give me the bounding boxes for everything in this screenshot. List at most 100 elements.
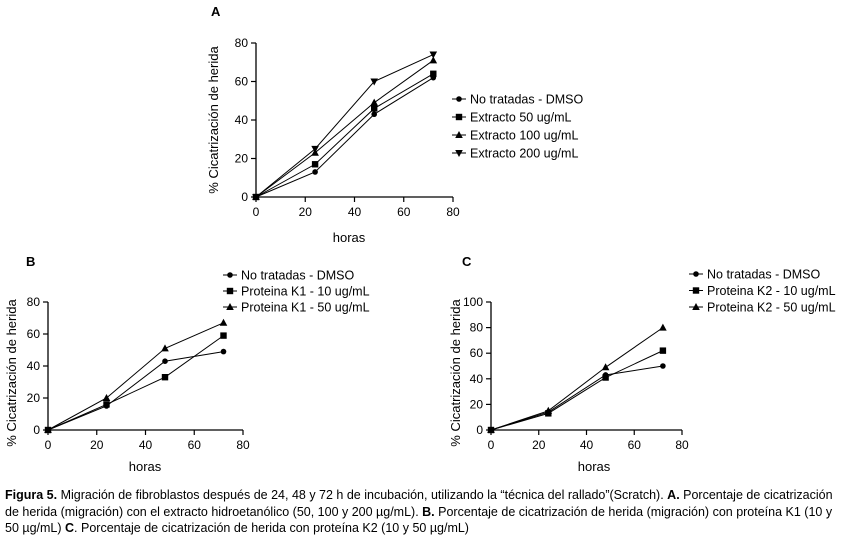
data-point (371, 111, 378, 118)
data-point (659, 323, 667, 331)
x-tick-label: 40 (580, 438, 594, 452)
y-tick-label: 40 (470, 372, 484, 386)
y-tick-label: 20 (235, 152, 249, 166)
caption-bold-segment: A. (667, 488, 680, 502)
legend-label: No tratadas - DMSO (707, 268, 821, 282)
legend-label: No tratadas - DMSO (241, 269, 355, 283)
y-tick-label: 40 (235, 113, 249, 127)
y-tick-label: 80 (235, 36, 249, 50)
legend: No tratadas - DMSO Proteina K2 - 10 ug/mL… (689, 268, 836, 315)
y-tick-label: 80 (470, 321, 484, 335)
legend-marker (455, 150, 463, 157)
x-tick-label: 40 (348, 205, 362, 219)
data-point (370, 98, 378, 106)
data-point (311, 145, 319, 153)
series-2 (252, 70, 437, 201)
caption-text-segment: Porcentaje de cicatrización de herida (m… (5, 504, 833, 536)
legend-marker (456, 96, 462, 102)
y-tick-label: 20 (27, 391, 41, 405)
legend-label: Extracto 100 ug/mL (470, 129, 578, 143)
data-point (601, 363, 610, 371)
series-line (490, 327, 664, 431)
legend-label: Extracto 200 ug/mL (470, 147, 578, 161)
legend-marker (693, 271, 699, 277)
legend-marker (226, 303, 234, 310)
data-point (102, 394, 111, 401)
series-line (47, 322, 224, 431)
x-tick-label: 80 (675, 438, 689, 452)
series-line (255, 59, 434, 198)
panel-letter-b: B (26, 254, 35, 269)
data-point (430, 70, 437, 77)
x-axis-title: horas (129, 459, 162, 474)
y-tick-label: 80 (27, 295, 41, 309)
y-tick-label: 40 (27, 359, 41, 373)
x-tick-label: 60 (188, 438, 202, 452)
data-point (659, 347, 667, 354)
x-tick-label: 0 (45, 438, 52, 452)
y-axis-title: % Cicatrización de herida (206, 46, 221, 194)
x-tick-label: 0 (253, 205, 260, 219)
series-3 (487, 323, 667, 433)
data-point (370, 78, 378, 86)
y-tick-label: 60 (470, 346, 484, 360)
x-tick-label: 60 (397, 205, 411, 219)
data-point (161, 374, 169, 381)
series-2 (44, 332, 227, 434)
legend-label: Proteina K2 - 10 ug/mL (707, 284, 836, 298)
data-point (162, 358, 168, 365)
data-point (312, 169, 318, 175)
x-tick-label: 80 (446, 205, 460, 219)
series-3 (252, 56, 438, 200)
legend: No tratadas - DMSO Extracto 50 ug/mL Extra… (452, 93, 584, 161)
data-point (429, 51, 438, 59)
legend-label: Proteina K1 - 10 ug/mL (241, 285, 370, 299)
caption-bold-segment: Figura 5. (5, 488, 58, 502)
x-tick-label: 60 (628, 438, 642, 452)
x-tick-label: 80 (236, 438, 250, 452)
x-tick-label: 20 (532, 438, 546, 452)
series-line (47, 335, 224, 431)
y-tick-label: 20 (470, 397, 484, 411)
y-tick-label: 0 (33, 423, 40, 437)
x-tick-label: 20 (299, 205, 313, 219)
data-point (220, 332, 227, 339)
y-tick-label: 60 (27, 327, 41, 341)
data-point (602, 374, 609, 381)
legend-label: Proteina K2 - 50 ug/mL (707, 301, 836, 315)
y-axis-title: % Cicatrización de herida (448, 299, 463, 447)
data-point (219, 318, 228, 326)
series-3 (44, 318, 228, 433)
y-axis-title: % Cicatrización de herida (4, 299, 19, 447)
caption-text-segment: . Porcentaje de cicatrización de herida … (74, 521, 469, 535)
series-2 (487, 347, 667, 434)
legend-label: Extracto 50 ug/mL (470, 111, 571, 125)
figure-caption: Figura 5. Migración de fibroblastos desp… (5, 487, 847, 537)
chart-panel-c: C 0 20 40 60 80 100 0 20 40 60 80 % Cicatrización de… (448, 254, 836, 474)
panel-letter-a: A (211, 4, 221, 19)
chart-panel-a: A 0 20 40 60 80 0 20 40 60 80 % Cicatrización de he… (206, 4, 584, 245)
data-point (371, 105, 378, 112)
caption-bold-segment: B. (422, 504, 435, 519)
y-tick-label: 0 (476, 423, 483, 437)
chart-panel-b: B 0 20 40 60 80 0 20 40 60 80 % Cicatrización de he… (4, 254, 370, 474)
series-1 (253, 74, 437, 200)
y-tick-label: 60 (235, 75, 249, 89)
figure-svg: A 0 20 40 60 80 0 20 40 60 80 % Cicatrización de he… (4, 4, 836, 474)
data-point (44, 426, 52, 433)
legend-label: Proteina K1 - 50 ug/mL (241, 301, 370, 315)
legend-marker (455, 131, 463, 138)
data-point (660, 363, 666, 369)
data-point (544, 406, 553, 414)
x-axis-title: horas (333, 230, 366, 245)
caption-bold-segment: C (65, 521, 75, 535)
y-tick-label: 100 (463, 295, 483, 309)
x-tick-label: 0 (488, 438, 495, 452)
data-point (429, 56, 438, 64)
legend-marker (226, 287, 234, 295)
series-line (255, 54, 434, 198)
data-point (161, 344, 169, 352)
series-line (255, 77, 434, 198)
series-4 (252, 51, 438, 201)
